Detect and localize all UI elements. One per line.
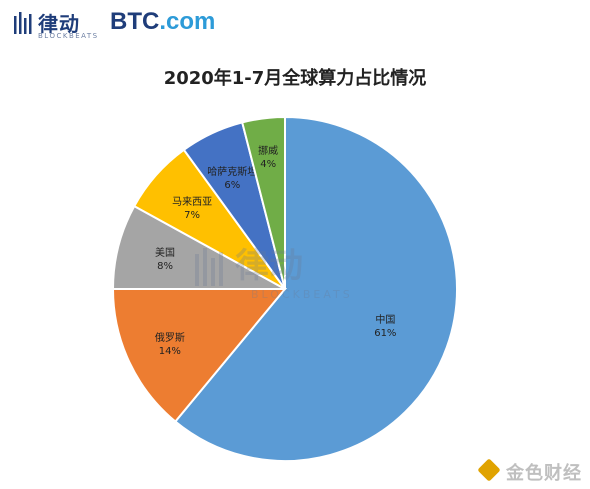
chart-title: 2020年1-7月全球算力占比情况 [163,68,427,89]
pie-slice [241,115,286,290]
watermark-subtitle: BLOCKBEATS [251,288,353,301]
btc-com-logo: BTC.com [110,8,215,36]
blockbeats-subtitle: BLOCKBEATS [38,32,99,40]
btc-name: BTC [110,8,160,35]
btc-suffix: .com [159,8,216,35]
pie-slice [173,115,458,462]
slice-name-label: 俄罗斯 [155,331,185,344]
slice-name-label: 中国 [375,313,395,326]
jinse-diamond-icon [477,458,501,482]
watermark: 律动 BLOCKBEATS [195,238,395,308]
slice-name-label: 哈萨克斯坦 [207,165,257,178]
slice-value-label: 61% [374,328,396,339]
jinse-name: 金色财经 [506,463,582,484]
blockbeats-name: 律动 [38,12,80,36]
slice-value-label: 7% [184,210,200,221]
slice-name-label: 美国 [155,246,175,259]
slice-value-label: 14% [159,346,181,357]
pie-slice [111,288,288,423]
slice-value-label: 6% [224,180,240,191]
jinse-logo: 金色财经 [477,457,584,485]
watermark-name: 律动 [235,246,303,286]
header: 律动 BLOCKBEATS BTC.com [0,0,590,50]
blockbeats-logo: 律动 BLOCKBEATS [14,10,104,42]
slice-name-label: 马来西亚 [172,196,212,208]
blockbeats-bars-icon [14,12,32,34]
watermark-bars-icon [195,248,223,286]
slice-value-label: 8% [157,261,173,272]
slice-value-label: 4% [260,159,276,170]
slice-name-label: 挪威 [258,144,278,157]
